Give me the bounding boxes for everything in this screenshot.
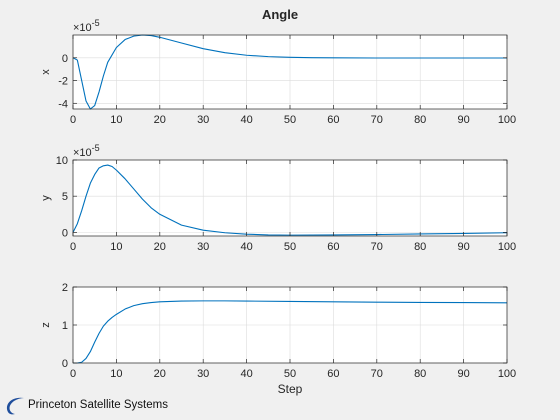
- x-tick-label: 40: [240, 368, 252, 380]
- y-tick-label: 5: [62, 191, 68, 203]
- x-tick-label: 30: [197, 114, 209, 126]
- x-tick-label: 90: [457, 368, 469, 380]
- x-axis-label: Step: [278, 382, 303, 396]
- y-exponent-label: ×10-5: [73, 18, 100, 34]
- y-tick-label: -2: [58, 76, 68, 88]
- x-tick-label: 10: [110, 241, 122, 253]
- y-tick-label: 0: [62, 53, 68, 65]
- subplot-z-axes: 0 10 20 30 40 50 60 70 80 90 100 0 1 2 z Step: [40, 282, 516, 396]
- x-tick-label: 100: [498, 241, 516, 253]
- x-tick-label: 20: [154, 241, 166, 253]
- x-tick-label: 100: [498, 368, 516, 380]
- x-tick-label: 40: [240, 114, 252, 126]
- x-tick-label: 60: [327, 368, 339, 380]
- y-tick-label: -4: [58, 98, 68, 110]
- x-tick-label: 100: [498, 114, 516, 126]
- figure-title: Angle: [262, 7, 298, 22]
- x-tick-label: 70: [371, 241, 383, 253]
- x-tick-label: 50: [284, 114, 296, 126]
- x-tick-label: 50: [284, 368, 296, 380]
- y-tick-label: 0: [62, 358, 68, 370]
- logo: Princeton Satellite Systems: [4, 392, 168, 418]
- x-tick-label: 80: [414, 114, 426, 126]
- x-tick-label: 90: [457, 114, 469, 126]
- y-tick-label: 0: [62, 227, 68, 239]
- x-tick-label: 30: [197, 241, 209, 253]
- series-line-z: [73, 300, 508, 364]
- x-tick-label: 50: [284, 241, 296, 253]
- x-tick-label: 80: [414, 241, 426, 253]
- subplot-y-axes: 0 10 20 30 40 50 60 70 80 90 100 0 5 10 y ×10-5: [40, 143, 516, 253]
- x-tick-label: 60: [327, 114, 339, 126]
- x-tick-label: 0: [70, 114, 76, 126]
- y-tick-label: 10: [56, 155, 68, 167]
- y-exponent-label: ×10-5: [73, 143, 100, 159]
- x-tick-label: 70: [371, 114, 383, 126]
- y-axis-label: x: [40, 69, 52, 75]
- x-tick-label: 70: [371, 368, 383, 380]
- series-line-x: [72, 34, 507, 110]
- y-tick-label: 1: [62, 320, 68, 332]
- logo-swoosh-icon: [6, 397, 24, 415]
- x-tick-label: 80: [414, 368, 426, 380]
- subplot-x-axes: 0 10 20 30 40 50 60 70 80 90 100 -4 -2 0 x ×10-5: [40, 18, 516, 126]
- x-tick-label: 40: [240, 241, 252, 253]
- series-line-y: [72, 164, 508, 236]
- x-tick-label: 60: [327, 241, 339, 253]
- x-tick-label: 0: [70, 241, 76, 253]
- x-tick-label: 90: [457, 241, 469, 253]
- x-tick-label: 10: [110, 368, 122, 380]
- x-tick-label: 10: [110, 114, 122, 126]
- x-tick-label: 20: [154, 114, 166, 126]
- x-tick-label: 20: [154, 368, 166, 380]
- x-tick-label: 0: [70, 368, 76, 380]
- y-tick-label: 2: [62, 282, 68, 294]
- x-tick-label: 30: [197, 368, 209, 380]
- logo-text: Princeton Satellite Systems: [28, 399, 168, 411]
- y-axis-label: y: [40, 195, 52, 201]
- y-axis-label: z: [40, 322, 52, 328]
